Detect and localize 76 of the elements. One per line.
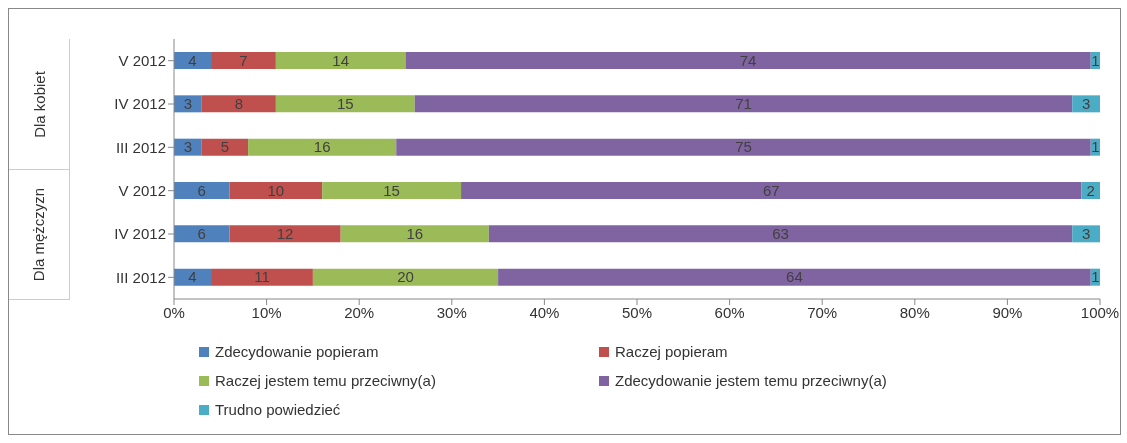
bar bbox=[396, 138, 1091, 156]
bar bbox=[312, 268, 499, 286]
data-label: 14 bbox=[332, 51, 350, 69]
data-label: 16 bbox=[313, 138, 331, 156]
bar bbox=[405, 52, 1091, 69]
legend-label: Zdecydowanie popieram bbox=[215, 343, 379, 360]
data-label: 6 bbox=[197, 225, 206, 243]
bar bbox=[174, 52, 212, 69]
data-label: 75 bbox=[735, 138, 752, 156]
bar bbox=[174, 182, 230, 199]
y-tick-label: III 2012 bbox=[115, 138, 166, 156]
data-label: 16 bbox=[406, 225, 424, 243]
legend-label: Raczej jestem temu przeciwny(a) bbox=[215, 372, 436, 389]
legend-label: Zdecydowanie jestem temu przeciwny(a) bbox=[615, 372, 887, 389]
text: Dla mężczyzn bbox=[30, 187, 48, 281]
data-label: 63 bbox=[772, 225, 789, 243]
data-label: 20 bbox=[397, 268, 414, 286]
x-tick-label: 0% bbox=[163, 303, 185, 321]
data-label: 3 bbox=[183, 95, 193, 113]
x-tick-label: 90% bbox=[992, 303, 1023, 321]
x-tick-label: 30% bbox=[436, 303, 467, 321]
y-tick-label: IV 2012 bbox=[114, 95, 166, 113]
data-label: 8 bbox=[234, 95, 243, 113]
data-label: 2 bbox=[1086, 181, 1095, 199]
x-tick-label: 40% bbox=[529, 303, 560, 321]
y-tick-label: V 2012 bbox=[118, 181, 166, 199]
data-label: 3 bbox=[1081, 225, 1091, 243]
bar bbox=[275, 52, 406, 69]
x-tick-label: 70% bbox=[807, 303, 838, 321]
bar bbox=[211, 52, 276, 69]
bar bbox=[488, 225, 1073, 243]
data-label: 4 bbox=[188, 51, 197, 69]
data-label: 6 bbox=[197, 181, 206, 199]
bar bbox=[201, 95, 276, 113]
x-tick-label: 20% bbox=[344, 303, 375, 321]
y-tick-label: III 2012 bbox=[115, 268, 166, 286]
legend-label: Trudno powiedzieć bbox=[215, 401, 341, 418]
bar bbox=[211, 268, 313, 286]
bar bbox=[414, 95, 1073, 113]
bar bbox=[498, 268, 1091, 286]
data-label: 67 bbox=[762, 181, 780, 199]
x-tick-label: 60% bbox=[714, 303, 745, 321]
bar bbox=[322, 182, 462, 199]
data-label: 71 bbox=[735, 95, 752, 113]
data-label: 1 bbox=[1091, 268, 1100, 286]
bar bbox=[201, 138, 249, 156]
bar bbox=[275, 95, 415, 113]
data-label: 5 bbox=[220, 138, 230, 156]
data-label: 3 bbox=[1081, 95, 1091, 113]
data-label: 10 bbox=[267, 181, 285, 199]
x-tick-label: 10% bbox=[251, 303, 282, 321]
bar bbox=[340, 225, 489, 243]
data-label: 64 bbox=[786, 268, 803, 286]
legend-label: Raczej popieram bbox=[615, 343, 728, 360]
data-label: 1 bbox=[1091, 51, 1100, 69]
bar bbox=[229, 182, 323, 199]
data-label: 12 bbox=[276, 225, 294, 243]
y-tick-label: V 2012 bbox=[118, 51, 166, 69]
data-label: 1 bbox=[1091, 138, 1100, 156]
x-tick-label: 80% bbox=[899, 303, 930, 321]
bar bbox=[248, 138, 397, 156]
data-label: 4 bbox=[188, 268, 197, 286]
data-label: 3 bbox=[183, 138, 193, 156]
data-label: 7 bbox=[239, 51, 248, 69]
bar bbox=[461, 182, 1082, 199]
y-tick-label: IV 2012 bbox=[114, 225, 166, 243]
data-label: 15 bbox=[336, 95, 354, 113]
data-label: 15 bbox=[383, 181, 400, 199]
bar bbox=[174, 225, 230, 243]
x-tick-label: 100% bbox=[1080, 303, 1120, 321]
bar bbox=[174, 268, 212, 286]
bar bbox=[229, 225, 341, 243]
text: Dla kobiet bbox=[30, 70, 48, 138]
x-tick-label: 50% bbox=[621, 303, 653, 321]
data-label: 74 bbox=[739, 51, 757, 69]
data-label: 11 bbox=[254, 268, 270, 286]
